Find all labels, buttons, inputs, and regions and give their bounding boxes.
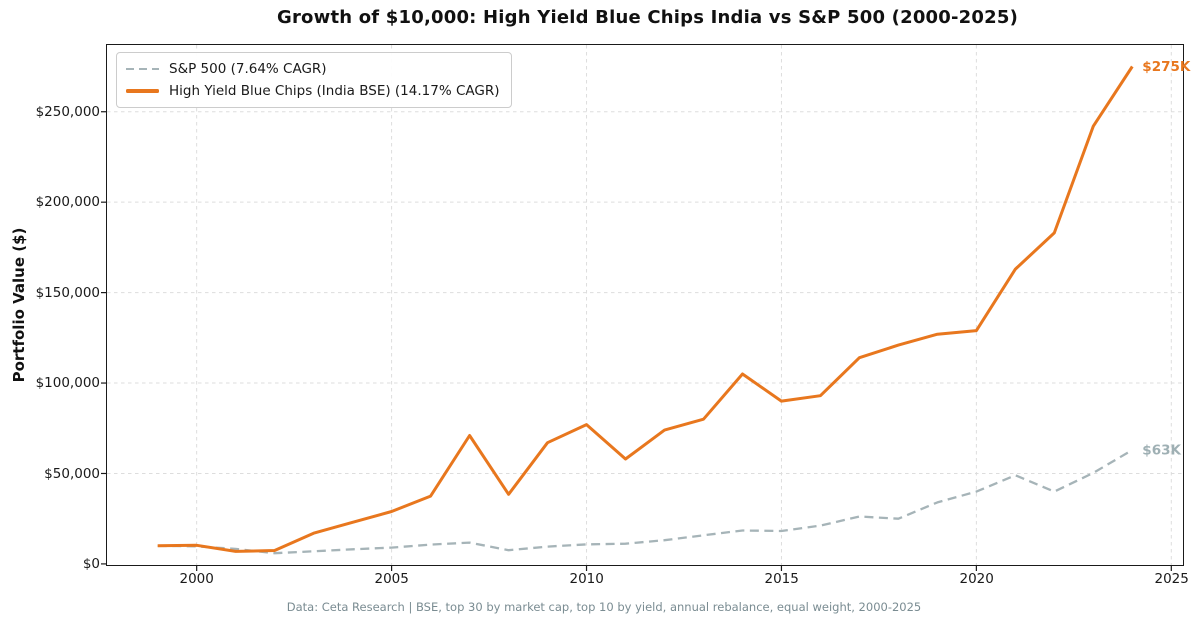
x-tick-label-2020: 2020 — [959, 571, 994, 587]
y-tick-label-150000: $150,000 — [35, 284, 100, 301]
y-tick-label-0: $0 — [82, 555, 100, 572]
legend-label-hyb-india: High Yield Blue Chips (India BSE) (14.17… — [169, 83, 500, 99]
x-tick-label-2025: 2025 — [1154, 571, 1189, 587]
x-tick-label-2015: 2015 — [764, 571, 799, 587]
y-tick-label-200000: $200,000 — [35, 194, 100, 211]
x-tick-label-2005: 2005 — [374, 571, 409, 587]
y-tick-label-100000: $100,000 — [35, 375, 100, 392]
y-tick-label-50000: $50,000 — [44, 465, 100, 482]
x-tick-label-2010: 2010 — [569, 571, 604, 587]
y-axis-label: Portfolio Value ($) — [10, 227, 28, 383]
chart-title: Growth of $10,000: High Yield Blue Chips… — [277, 7, 1018, 28]
chart-svg: $63K $275K — [101, 44, 1191, 571]
data-source-caption: Data: Ceta Research | BSE, top 30 by mar… — [286, 600, 922, 614]
x-tick-label-2000: 2000 — [179, 571, 214, 587]
legend: S&P 500 (7.64% CAGR) High Yield Blue Chi… — [116, 52, 513, 108]
hyb-india-legend-swatch-solid-line — [126, 89, 159, 93]
chart-plot-area: $63K $275K — [101, 43, 1191, 571]
sp500-end-value-annotation: $63K — [1142, 442, 1181, 458]
legend-item-sp500: S&P 500 (7.64% CAGR) — [126, 58, 499, 80]
legend-label-sp500: S&P 500 (7.64% CAGR) — [169, 61, 327, 77]
legend-item-hyb-india: High Yield Blue Chips (India BSE) (14.17… — [126, 80, 499, 102]
sp500-legend-swatch-dashed-line — [126, 67, 159, 71]
y-tick-label-250000: $250,000 — [35, 103, 100, 120]
hyb-india-line — [157, 65, 1134, 553]
sp500-line — [157, 448, 1133, 554]
hyb-india-end-value-annotation: $275K — [1142, 59, 1191, 75]
